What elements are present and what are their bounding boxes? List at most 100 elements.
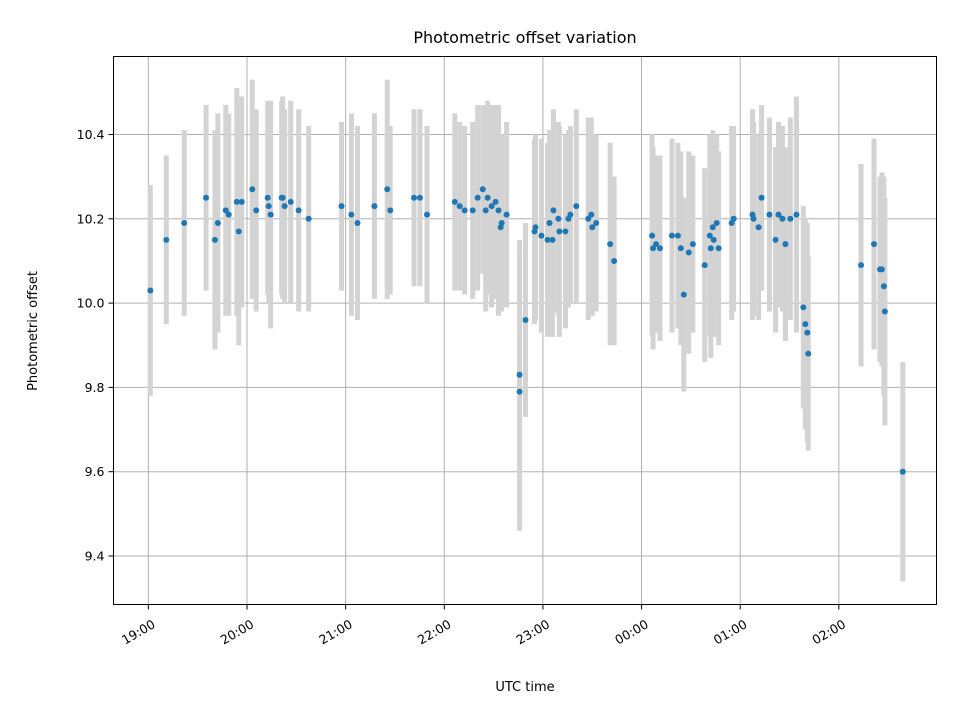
data-point [469,207,476,214]
data-point [484,194,491,201]
data-point [775,211,782,218]
data-point [503,211,510,218]
data-point [782,241,789,248]
data-point [544,236,551,243]
data-point [772,236,779,243]
data-point [562,228,569,235]
data-point [787,215,794,222]
data-point [800,304,807,311]
data-point [549,236,556,243]
data-point [611,257,618,264]
y-tick-label: 10.4 [77,127,105,142]
data-point [713,220,720,227]
data-point [267,211,274,218]
data-point [233,198,240,205]
data-point [701,262,708,269]
data-point [482,207,489,214]
data-point [495,207,502,214]
data-point [211,236,218,243]
data-point [516,388,523,395]
data-point [706,232,713,239]
data-point [710,236,717,243]
data-point [265,203,272,210]
data-point [338,203,345,210]
data-point [181,220,188,227]
data-point [567,211,574,218]
data-point [532,224,539,231]
data-point [593,220,600,227]
data-point [461,207,468,214]
data-point [456,203,463,210]
data-point [451,198,458,205]
data-point [225,211,232,218]
data-point [588,211,595,218]
data-point [163,236,170,243]
data-point [715,245,722,252]
data-point [589,224,596,231]
data-point [538,232,545,239]
data-point [295,207,302,214]
data-point [680,291,687,298]
data-point [249,186,256,193]
data-point [805,350,812,357]
y-tick-label: 9.6 [85,464,105,479]
y-tick-label: 10.2 [77,211,105,226]
data-point [479,186,486,193]
data-point [880,283,887,290]
data-point [779,215,786,222]
data-point [474,194,481,201]
data-point [411,194,418,201]
data-points [147,186,906,475]
data-point [287,198,294,205]
data-point [348,211,355,218]
data-point [235,228,242,235]
data-point [649,232,656,239]
data-point [253,207,260,214]
data-point [871,241,878,248]
data-point [203,194,210,201]
data-point [730,215,737,222]
data-point [668,232,675,239]
data-point [384,186,391,193]
data-point [755,224,762,231]
data-point [264,194,271,201]
data-point [214,220,221,227]
data-point [147,287,154,294]
x-axis-label: UTC time [495,680,554,695]
data-point [516,371,523,378]
data-point [550,207,557,214]
data-point [650,245,657,252]
data-point [416,194,423,201]
data-point [758,194,765,201]
data-point [424,211,431,218]
data-point [709,224,716,231]
data-point [498,220,505,227]
plot-frame [113,56,937,605]
chart-title: Photometric offset variation [413,28,636,47]
data-point [899,468,906,475]
y-tick-label: 9.8 [85,380,105,395]
data-point [674,232,681,239]
data-point [607,241,614,248]
data-point [750,215,757,222]
data-point [492,198,499,205]
data-point [555,215,562,222]
data-point [305,215,312,222]
data-point [804,329,811,336]
data-point [878,266,885,273]
data-point [279,194,286,201]
data-point [387,207,394,214]
data-point [707,245,714,252]
data-point [488,203,495,210]
data-point [546,220,553,227]
data-point [556,228,563,235]
data-point [793,211,800,218]
data-point [522,316,529,323]
data-point [689,241,696,248]
data-point [238,198,245,205]
data-point [585,215,592,222]
data-point [281,203,288,210]
data-point [371,203,378,210]
data-point [685,249,692,256]
